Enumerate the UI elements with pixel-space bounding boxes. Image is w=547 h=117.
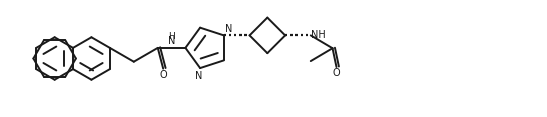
Text: N: N — [225, 24, 232, 34]
Text: N: N — [195, 71, 203, 80]
Text: NH: NH — [311, 30, 326, 40]
Text: O: O — [159, 70, 167, 80]
Text: O: O — [333, 68, 340, 78]
Text: N: N — [168, 36, 175, 46]
Text: H: H — [168, 32, 175, 41]
